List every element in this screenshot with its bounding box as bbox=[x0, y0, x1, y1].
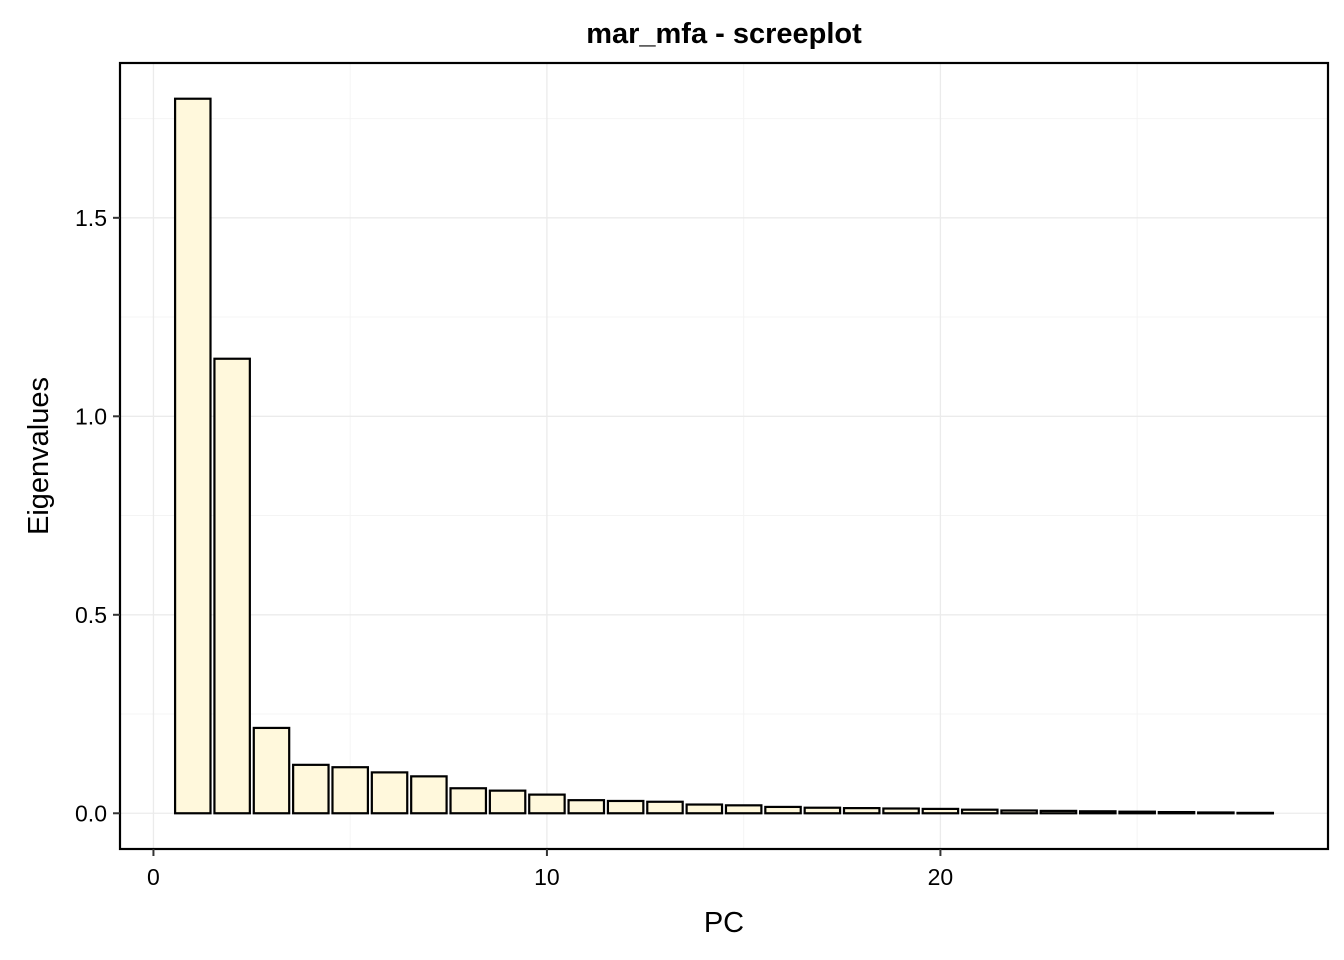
bar-pc-28 bbox=[1236, 811, 1275, 815]
y-tick-label: 1.0 bbox=[75, 403, 107, 429]
x-axis: 0 10 20 bbox=[147, 849, 953, 890]
bar-pc-11 bbox=[567, 799, 606, 815]
bar-pc-18 bbox=[842, 807, 881, 815]
bar-pc-6 bbox=[370, 771, 409, 815]
bar-pc-23 bbox=[1039, 809, 1078, 815]
y-tick-label: 0.5 bbox=[75, 602, 107, 628]
x-tick-label: 10 bbox=[534, 864, 560, 890]
bar-pc-3 bbox=[252, 726, 291, 815]
x-tick-label: 0 bbox=[147, 864, 160, 890]
bar-pc-20 bbox=[921, 807, 960, 815]
bar-pc-15 bbox=[724, 804, 763, 815]
bar-pc-16 bbox=[764, 805, 802, 815]
y-axis-label: Eigenvalues bbox=[23, 377, 55, 535]
bar-pc-19 bbox=[882, 807, 920, 815]
bar-pc-10 bbox=[528, 793, 566, 815]
bar-pc-22 bbox=[1000, 809, 1038, 815]
bar-pc-27 bbox=[1197, 811, 1235, 815]
bar-pc-2 bbox=[213, 357, 251, 815]
bar-pc-21 bbox=[960, 808, 999, 815]
bar-pc-26 bbox=[1157, 810, 1196, 815]
panel-border bbox=[118, 61, 1330, 851]
bar-pc-8 bbox=[449, 787, 488, 815]
bars bbox=[173, 97, 1275, 815]
x-axis-label: PC bbox=[704, 907, 744, 939]
chart-title: mar_mfa - screeplot bbox=[586, 18, 862, 50]
gridlines bbox=[120, 63, 1328, 849]
bar-pc-24 bbox=[1079, 810, 1117, 815]
bar-pc-25 bbox=[1118, 810, 1156, 815]
bar-pc-13 bbox=[646, 800, 684, 815]
bar-pc-17 bbox=[803, 806, 842, 815]
y-tick-label: 0.0 bbox=[75, 800, 107, 826]
bar-pc-1 bbox=[173, 97, 212, 815]
y-axis: 0.0 0.5 1.0 1.5 bbox=[75, 205, 120, 826]
bar-pc-5 bbox=[331, 766, 369, 815]
bar-pc-4 bbox=[292, 763, 330, 815]
bar-pc-9 bbox=[488, 789, 527, 815]
y-tick-label: 1.5 bbox=[75, 205, 107, 231]
bar-pc-12 bbox=[606, 799, 645, 815]
x-tick-label: 20 bbox=[928, 864, 954, 890]
bar-pc-14 bbox=[685, 803, 724, 815]
bar-pc-7 bbox=[410, 775, 448, 815]
